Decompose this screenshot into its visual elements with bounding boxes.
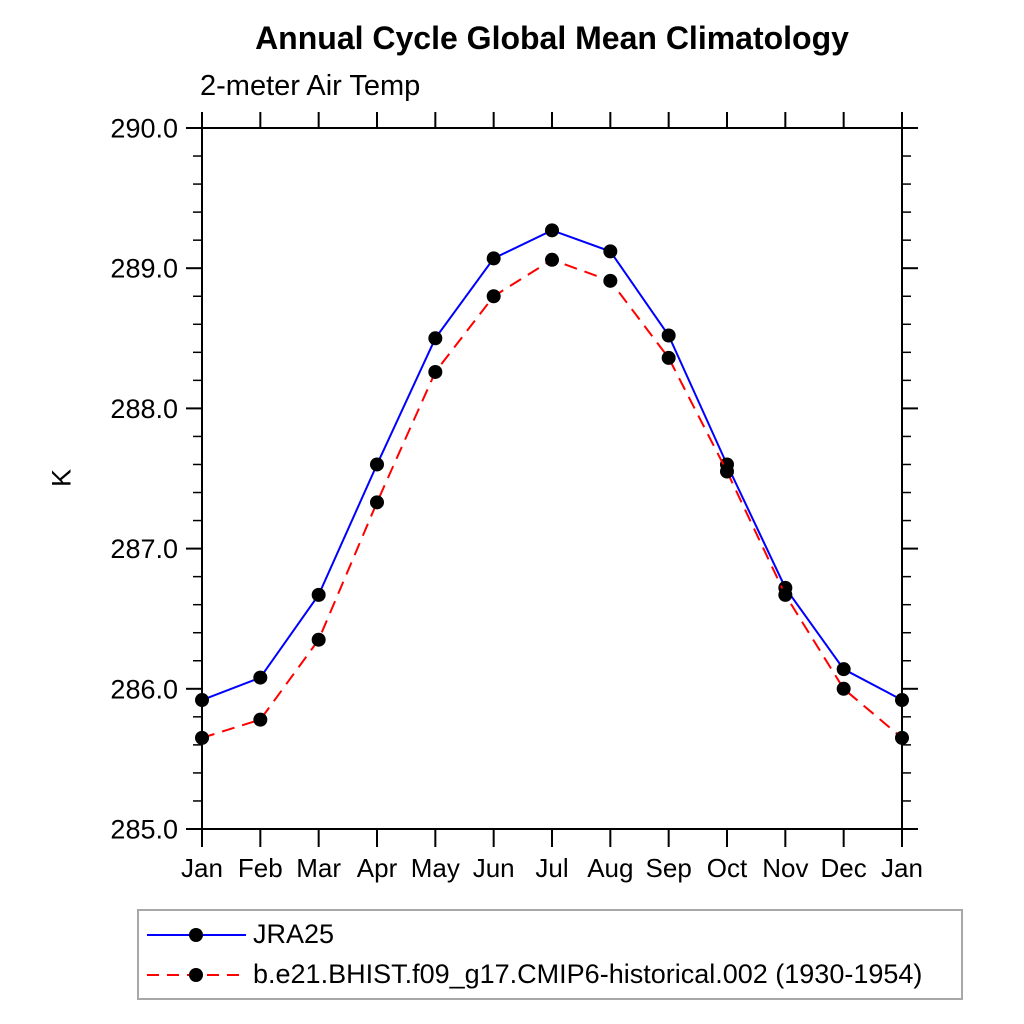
x-tick-label: May (411, 853, 460, 883)
data-point-marker (836, 662, 851, 677)
x-tick-label: Oct (707, 853, 748, 883)
data-point-marker (311, 632, 326, 647)
legend-item-jra25: JRA25 (139, 918, 961, 952)
x-tick-label: Jun (473, 853, 515, 883)
x-tick-label: Jan (181, 853, 223, 883)
x-tick-label: Nov (762, 853, 808, 883)
chart-title: Annual Cycle Global Mean Climatology (255, 20, 849, 56)
y-tick-label: 287.0 (110, 534, 178, 564)
data-point-marker (253, 712, 268, 727)
data-point-marker (428, 331, 443, 346)
series-line-0 (201, 229, 903, 701)
x-tick-label: Mar (296, 853, 341, 883)
x-tick-label: Aug (587, 853, 633, 883)
legend-label-jra25: JRA25 (253, 919, 335, 949)
data-point-marker (370, 495, 384, 510)
chart-subtitle: 2-meter Air Temp (200, 70, 421, 102)
y-tick-label: 289.0 (110, 254, 178, 284)
data-point-marker (311, 587, 326, 602)
legend-line-swatch-jra25 (147, 927, 246, 942)
x-tick-label: Jul (535, 853, 568, 883)
data-point-marker (661, 328, 676, 343)
data-point-marker (895, 693, 909, 708)
data-point-marker (895, 730, 909, 745)
data-point-marker (603, 273, 618, 288)
x-tick-label: Jan (881, 853, 923, 883)
x-tick-label: Feb (238, 853, 283, 883)
data-point-marker (428, 364, 443, 379)
y-tick-label: 288.0 (110, 394, 178, 424)
data-point-marker (195, 693, 209, 708)
data-point-marker (370, 457, 384, 472)
y-tick-label: 285.0 (110, 814, 178, 844)
data-point-marker (720, 464, 734, 479)
data-point-marker (836, 681, 851, 696)
x-tick-label: Dec (821, 853, 867, 883)
data-point-marker (778, 587, 793, 602)
data-point-marker (661, 350, 676, 365)
data-point-marker (545, 252, 559, 267)
series-line-1 (201, 258, 903, 739)
data-point-marker (486, 251, 501, 266)
data-point-marker (253, 670, 268, 685)
legend-item-model: b.e21.BHIST.f09_g17.CMIP6-historical.002… (139, 958, 961, 992)
data-point-marker (603, 244, 618, 259)
legend-box: JRA25 b.e21.BHIST.f09_g17.CMIP6-historic… (137, 909, 963, 1000)
legend-line-swatch-model (147, 967, 246, 982)
y-tick-label: 286.0 (110, 674, 178, 704)
legend-label-model: b.e21.BHIST.f09_g17.CMIP6-historical.002… (253, 959, 923, 989)
y-tick-label: 290.0 (110, 113, 178, 143)
data-point-marker (545, 223, 559, 238)
x-tick-label: Sep (646, 853, 692, 883)
data-point-marker (195, 730, 209, 745)
x-tick-label: Apr (357, 853, 398, 883)
data-point-marker (486, 289, 501, 304)
